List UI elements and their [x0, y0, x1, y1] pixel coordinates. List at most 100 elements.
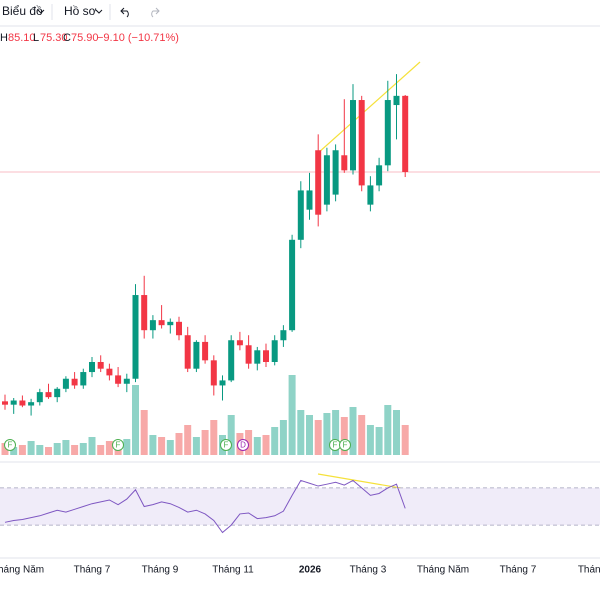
- x-axis-label: Tháng 9: [142, 565, 179, 576]
- volume-bar: [245, 430, 253, 455]
- event-label: F: [343, 441, 348, 450]
- volume-bar: [18, 445, 26, 455]
- x-axis-label: Tháng 7: [74, 565, 111, 576]
- x-axis-label: Tháng 3: [350, 565, 387, 576]
- event-label: F: [8, 441, 13, 450]
- volume-bar: [340, 417, 348, 455]
- volume-bar: [201, 430, 209, 455]
- candle-body: [402, 95, 409, 173]
- volume-bar: [375, 427, 383, 455]
- candle-body: [167, 321, 174, 326]
- event-marker[interactable]: [112, 439, 124, 451]
- candle-body: [158, 320, 165, 326]
- candle-body: [350, 100, 356, 171]
- candle-body: [176, 321, 182, 336]
- candle-body: [263, 350, 269, 362]
- event-label: F: [333, 441, 338, 450]
- event-label: D: [240, 441, 246, 450]
- chart-menu[interactable]: Biểu đồ: [2, 4, 43, 18]
- rsi-band: [0, 487, 600, 526]
- undo-button[interactable]: [120, 7, 129, 18]
- volume-bar: [123, 439, 131, 455]
- candle-body: [210, 360, 217, 386]
- volume-bar: [349, 407, 357, 455]
- volume-bar: [45, 447, 52, 455]
- volume-bar: [132, 385, 139, 455]
- candle-body: [323, 155, 330, 205]
- volume-bar: [271, 427, 279, 455]
- volume-bar: [366, 425, 374, 455]
- profile-menu[interactable]: Hồ sơ: [64, 4, 97, 18]
- volume-bar: [297, 410, 305, 455]
- volume-bar: [279, 420, 287, 455]
- candle-body: [28, 402, 35, 406]
- candle-body: [315, 150, 322, 215]
- event-marker[interactable]: [237, 439, 249, 451]
- x-axis-label: Tháng Năm: [417, 565, 469, 576]
- candle-body: [45, 392, 52, 398]
- candle-body: [36, 392, 43, 403]
- candle-body: [306, 190, 313, 210]
- candle-body: [280, 330, 287, 341]
- volume-bar: [158, 437, 166, 455]
- candle-body: [358, 100, 365, 186]
- volume-bar: [1, 443, 9, 455]
- candle-body: [367, 185, 374, 205]
- volume-bar: [306, 415, 313, 455]
- volume-bar: [62, 440, 70, 455]
- candle-body: [97, 362, 104, 369]
- candle-body: [393, 95, 400, 106]
- x-axis-label: Tháng: [578, 565, 600, 576]
- volume-bar: [10, 447, 18, 455]
- candle-body: [297, 190, 304, 240]
- volume-bar: [314, 420, 322, 455]
- volume-bar: [71, 445, 79, 455]
- event-marker[interactable]: [220, 439, 232, 451]
- x-axis-label: Tháng Năm: [0, 565, 44, 576]
- volume-bar: [332, 410, 340, 455]
- candle-body: [384, 100, 391, 166]
- candle-body: [115, 375, 122, 384]
- candle-body: [202, 341, 209, 361]
- volume-bar: [358, 415, 366, 455]
- volume-bar: [184, 425, 192, 455]
- event-marker[interactable]: [4, 439, 16, 451]
- candle-body: [19, 400, 26, 406]
- volume-bar: [253, 437, 261, 455]
- event-label: F: [224, 441, 229, 450]
- legend-label: H: [0, 32, 8, 44]
- candle-body: [132, 295, 139, 379]
- chevron: [37, 9, 45, 14]
- volume-bar: [192, 437, 200, 455]
- x-axis-label: Tháng 7: [500, 565, 537, 576]
- candle-body: [236, 340, 243, 346]
- volume-bar: [384, 405, 392, 455]
- candle-body: [271, 340, 278, 362]
- candle-body: [123, 378, 130, 384]
- toolbar: [0, 0, 600, 26]
- candle-body: [228, 340, 235, 381]
- volume-bar: [140, 410, 148, 455]
- volume-bar: [149, 435, 157, 455]
- candle-body: [54, 388, 61, 398]
- candle-body: [254, 350, 261, 364]
- volume-bar: [262, 435, 270, 455]
- event-marker[interactable]: [339, 439, 351, 451]
- volume-bar: [105, 441, 113, 455]
- volume-bar: [227, 415, 235, 455]
- trend-line: [317, 61, 421, 154]
- x-axis-label: 2026: [299, 565, 322, 576]
- candle-body: [62, 378, 69, 389]
- volume-bar: [288, 375, 296, 455]
- volume-bar: [36, 445, 44, 455]
- candle-body: [89, 362, 95, 373]
- volume-bar: [323, 413, 331, 455]
- candle-body: [71, 378, 78, 386]
- redo-button[interactable]: [151, 7, 160, 18]
- chevron: [95, 9, 103, 14]
- legend-label: L: [33, 32, 39, 44]
- candle-body: [376, 165, 383, 186]
- event-label: F: [116, 441, 121, 450]
